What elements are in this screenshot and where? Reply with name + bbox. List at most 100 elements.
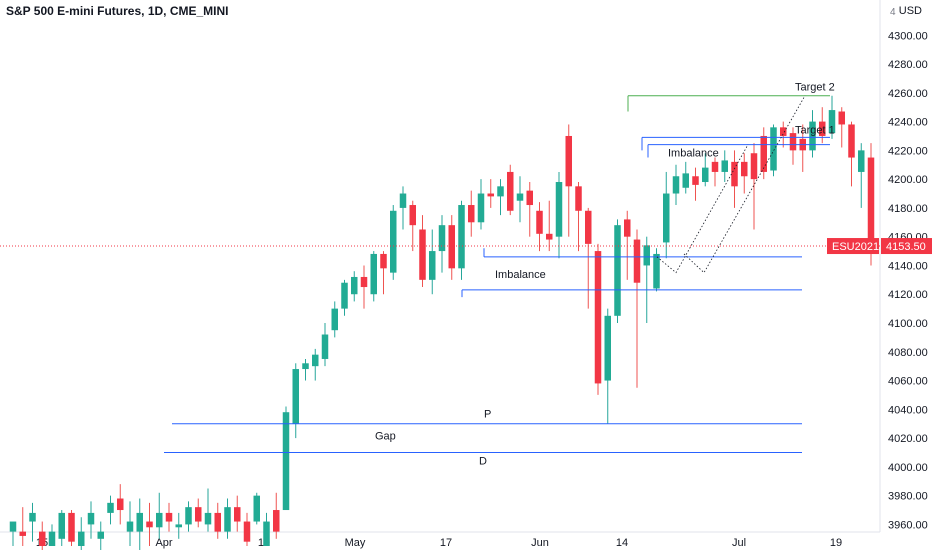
candle-body[interactable] <box>234 507 241 522</box>
candle-body[interactable] <box>848 124 855 158</box>
candle-body[interactable] <box>68 512 75 542</box>
candle-body[interactable] <box>624 219 631 237</box>
candle-body[interactable] <box>741 161 748 177</box>
candle-body[interactable] <box>604 315 612 381</box>
candle-body[interactable] <box>390 210 397 273</box>
candle-body[interactable] <box>731 161 738 187</box>
candle-body[interactable] <box>282 412 290 511</box>
candle-body[interactable] <box>39 531 46 546</box>
candle-body[interactable] <box>136 512 144 532</box>
x-tick-label: May <box>345 537 366 549</box>
candle-body[interactable] <box>58 512 66 539</box>
candle-body[interactable] <box>750 153 758 180</box>
candle-body[interactable] <box>243 521 251 542</box>
candle-body[interactable] <box>536 210 543 234</box>
candle-body[interactable] <box>448 225 456 269</box>
candle-body[interactable] <box>867 157 875 252</box>
candle-body[interactable] <box>312 354 319 367</box>
candle-body[interactable] <box>770 127 777 171</box>
candle-body[interactable] <box>146 521 153 528</box>
candle-body[interactable] <box>692 176 699 185</box>
candle-body[interactable] <box>555 182 563 237</box>
candle-body[interactable] <box>321 334 329 359</box>
candle-body[interactable] <box>780 127 787 136</box>
candle-body[interactable] <box>809 121 816 151</box>
symbol-tag <box>827 238 879 255</box>
candle-body[interactable] <box>468 205 475 223</box>
candle-body[interactable] <box>292 369 300 424</box>
candle-body[interactable] <box>575 186 582 211</box>
currency-label: USD <box>898 5 922 17</box>
candle-body[interactable] <box>360 276 368 288</box>
target-2-label: Target 2 <box>795 82 835 94</box>
candle-body[interactable] <box>87 512 95 525</box>
candle-body[interactable] <box>9 521 17 532</box>
candle-body[interactable] <box>477 193 485 223</box>
candle-body[interactable] <box>497 186 504 197</box>
candle-body[interactable] <box>546 233 553 240</box>
candle-body[interactable] <box>273 510 280 532</box>
candle-body[interactable] <box>419 229 426 280</box>
candle-body[interactable] <box>107 502 114 513</box>
candle-body[interactable] <box>789 133 797 151</box>
candle-body[interactable] <box>380 253 387 269</box>
candle-body[interactable] <box>165 512 173 522</box>
candle-body[interactable] <box>438 225 446 252</box>
candle-body[interactable] <box>370 253 378 295</box>
candle-body[interactable] <box>458 205 465 269</box>
candle-body[interactable] <box>526 190 534 206</box>
candle-body[interactable] <box>643 245 651 266</box>
candle-body[interactable] <box>126 521 134 532</box>
candle-body[interactable] <box>224 507 231 532</box>
candle-body[interactable] <box>858 150 865 172</box>
candle-body[interactable] <box>263 521 270 546</box>
candle-body[interactable] <box>682 173 690 188</box>
candle-body[interactable] <box>97 531 105 539</box>
y-tick-label: 4060.00 <box>888 376 928 388</box>
candle-body[interactable] <box>672 176 680 194</box>
candle-body[interactable] <box>175 524 183 528</box>
candle-body[interactable] <box>185 507 192 525</box>
y-tick-label: 4300.00 <box>888 30 928 42</box>
candle-body[interactable] <box>565 135 573 187</box>
candle-body[interactable] <box>409 205 417 226</box>
candle-body[interactable] <box>653 253 660 289</box>
candle-body[interactable] <box>487 193 495 197</box>
y-tick-label: 4260.00 <box>888 88 928 100</box>
candle-body[interactable] <box>117 498 124 511</box>
last-price-label: 4153.50 <box>886 241 926 253</box>
candle-body[interactable] <box>819 121 826 136</box>
candle-body[interactable] <box>29 512 36 522</box>
candle-body[interactable] <box>633 239 641 283</box>
candle-body[interactable] <box>341 282 348 309</box>
candle-body[interactable] <box>516 193 524 201</box>
candle-body[interactable] <box>331 308 339 331</box>
candle-body[interactable] <box>156 512 163 528</box>
candle-body[interactable] <box>594 251 602 384</box>
candle-body[interactable] <box>351 276 358 295</box>
candle-body[interactable] <box>663 193 670 243</box>
candle-body[interactable] <box>711 161 719 172</box>
gap-label: Gap <box>375 431 396 443</box>
candle-body[interactable] <box>19 531 27 536</box>
candle-body[interactable] <box>399 193 407 208</box>
y-tick-label: 4040.00 <box>888 404 928 416</box>
candle-body[interactable] <box>828 110 836 134</box>
candle-body[interactable] <box>195 507 202 522</box>
candle-body[interactable] <box>48 531 56 546</box>
candle-body[interactable] <box>253 495 261 522</box>
candle-body[interactable] <box>721 160 729 172</box>
candle-body[interactable] <box>760 135 768 172</box>
candle-body[interactable] <box>614 225 621 316</box>
candle-body[interactable] <box>204 512 212 525</box>
candle-body[interactable] <box>585 210 592 244</box>
candle-body[interactable] <box>507 171 514 211</box>
candle-body[interactable] <box>302 363 309 370</box>
candle-body[interactable] <box>702 167 709 183</box>
candle-body[interactable] <box>429 251 436 280</box>
candle-body[interactable] <box>214 512 222 532</box>
candle-body[interactable] <box>78 531 85 546</box>
candle-body[interactable] <box>838 111 846 125</box>
